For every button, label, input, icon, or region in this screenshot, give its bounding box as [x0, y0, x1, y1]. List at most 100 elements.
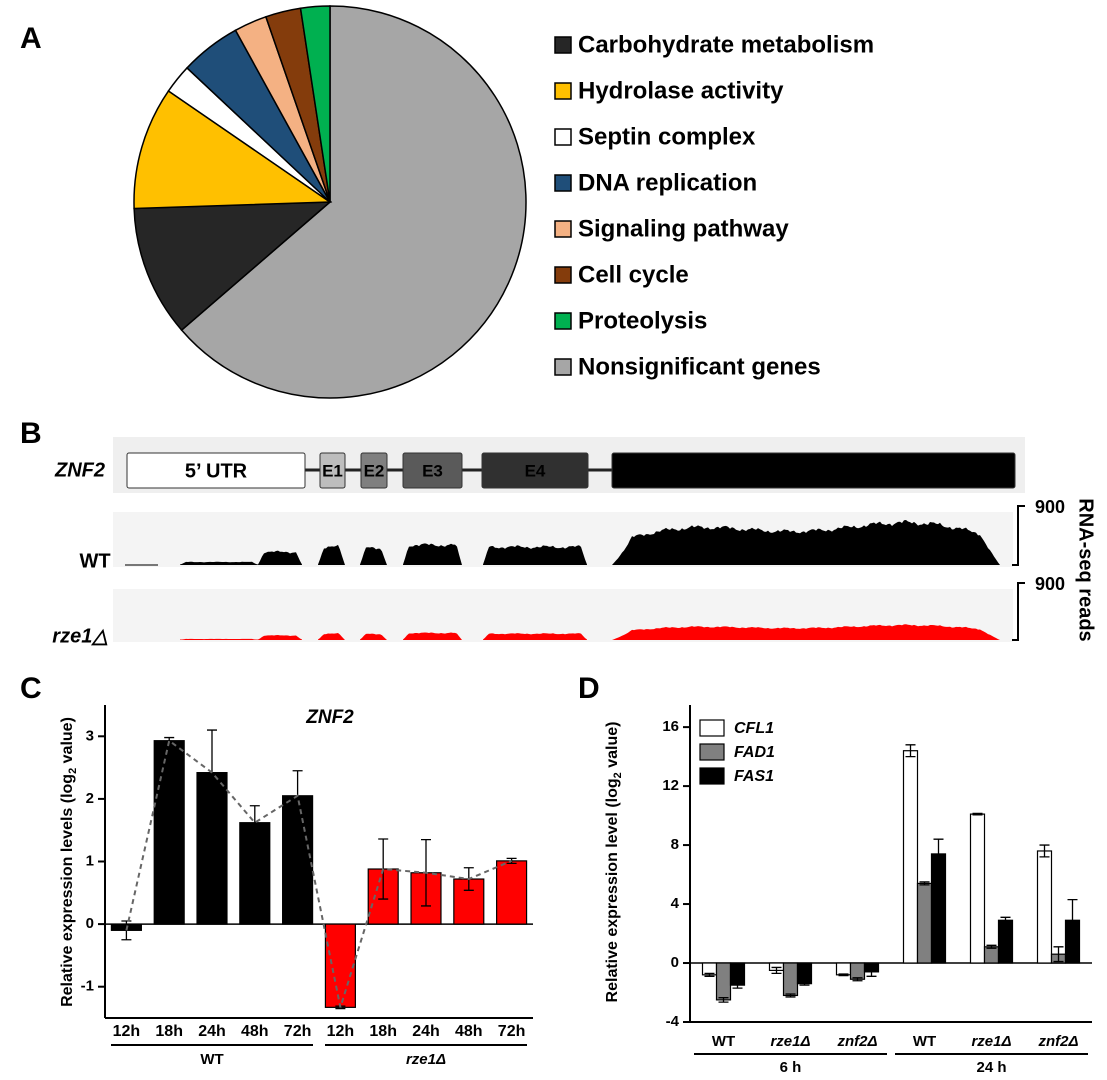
error-bar — [986, 944, 997, 949]
bar — [782, 962, 799, 997]
bar — [930, 853, 947, 964]
panel-label: C — [20, 672, 42, 705]
scale-label: 900 — [1035, 574, 1065, 594]
bar — [715, 962, 732, 1001]
x-tick-label: rze1Δ — [770, 1033, 810, 1050]
coverage — [360, 546, 387, 565]
legend-label: FAD1 — [734, 744, 775, 761]
legend-swatch — [699, 719, 725, 737]
chart-title: ZNF2 — [305, 707, 354, 728]
x-tick-label: 18h — [155, 1023, 183, 1040]
x-tick-label: 24h — [198, 1023, 226, 1040]
y-tick-label: 8 — [671, 836, 679, 853]
error-bar — [1000, 916, 1011, 924]
x-tick-label: znf2Δ — [836, 1033, 877, 1050]
y-axis-label: Relative expression level (log2 value) — [604, 722, 624, 1003]
legend-swatch — [554, 36, 572, 54]
y-label-end: value) — [604, 722, 621, 773]
panel-label: B — [20, 417, 42, 450]
exon — [611, 452, 1016, 489]
x-tick-label: rze1Δ — [971, 1033, 1011, 1050]
y-tick-label: 16 — [662, 718, 679, 735]
y-tick-label: 12 — [662, 777, 679, 794]
y-tick-label: 1 — [86, 852, 94, 869]
error-bar — [972, 812, 983, 816]
bar — [1036, 850, 1053, 964]
coverage — [612, 520, 1000, 565]
error-bar — [732, 981, 743, 989]
y-label-end: value) — [59, 717, 76, 768]
y-tick-label: -4 — [666, 1013, 680, 1030]
legend-swatch — [699, 743, 725, 761]
error-bar — [852, 977, 863, 982]
y-label-sub: 2 — [612, 772, 624, 778]
error-bar — [866, 966, 877, 977]
pie-slice — [133, 201, 333, 332]
y-axis-label: Relative expression levels (log2 value) — [59, 717, 79, 1007]
exon-label: E5 — [803, 461, 824, 480]
legend-label: Carbohydrate metabolism — [578, 31, 874, 58]
scale-bar — [1012, 582, 1025, 641]
bar — [902, 750, 919, 964]
x-tick-label: 48h — [241, 1023, 269, 1040]
bar — [153, 740, 185, 925]
bar — [496, 860, 528, 925]
pie-slice — [133, 89, 333, 210]
coverage — [180, 638, 258, 640]
y-label-main: Relative expression levels (log — [59, 774, 76, 1007]
error-bar — [933, 838, 944, 870]
exon — [319, 452, 346, 489]
pie-slice — [299, 5, 331, 203]
coverage — [318, 632, 345, 640]
group-label: rze1Δ — [406, 1051, 446, 1068]
bar — [916, 882, 933, 964]
legend-label: DNA replication — [578, 169, 757, 196]
x-tick-label: 72h — [498, 1023, 526, 1040]
y-label-sub: 2 — [67, 768, 79, 774]
trend-line — [125, 738, 512, 1008]
exon-label: 5’ UTR — [185, 460, 248, 482]
bar — [835, 962, 852, 976]
legend-swatch — [554, 128, 572, 146]
error-bar — [905, 744, 916, 758]
error-bar — [1067, 898, 1078, 942]
coverage — [403, 632, 462, 640]
scale-label: 900 — [1035, 497, 1065, 517]
legend-label: Signaling pathway — [578, 215, 789, 242]
x-tick-label: 24h — [412, 1023, 440, 1040]
exon — [360, 452, 388, 489]
error-bar — [121, 920, 132, 941]
x-tick-label: 48h — [455, 1023, 483, 1040]
legend-label: Proteolysis — [578, 307, 707, 334]
error-bar — [1039, 844, 1050, 858]
legend-label: CFL1 — [734, 720, 774, 737]
x-tick-label: 12h — [327, 1023, 355, 1040]
group-label: 24 h — [976, 1059, 1006, 1076]
x-tick-label: WT — [913, 1033, 936, 1050]
panel-label: A — [20, 22, 42, 55]
y-tick-label: 0 — [671, 954, 679, 971]
error-bar — [838, 973, 849, 977]
track-name: rze1△ — [52, 625, 108, 647]
x-tick-label: WT — [712, 1033, 735, 1050]
error-bar — [1053, 946, 1064, 963]
x-tick-label: 18h — [369, 1023, 397, 1040]
legend-label: Septin complex — [578, 123, 756, 150]
exon-label: E2 — [364, 461, 385, 480]
y-tick-label: 3 — [86, 727, 94, 744]
track-name: WT — [79, 550, 110, 572]
scale-bar — [1012, 505, 1025, 566]
error-bar — [771, 966, 782, 974]
error-bar — [249, 805, 260, 841]
coverage — [360, 633, 387, 640]
coverage — [258, 634, 302, 640]
bar — [796, 962, 813, 985]
group-label: WT — [200, 1051, 223, 1068]
exon — [126, 452, 306, 489]
exon — [481, 452, 589, 489]
error-bar — [785, 993, 796, 998]
x-tick-label: znf2Δ — [1037, 1033, 1078, 1050]
gene-name: ZNF2 — [54, 459, 105, 481]
bar — [849, 962, 866, 980]
